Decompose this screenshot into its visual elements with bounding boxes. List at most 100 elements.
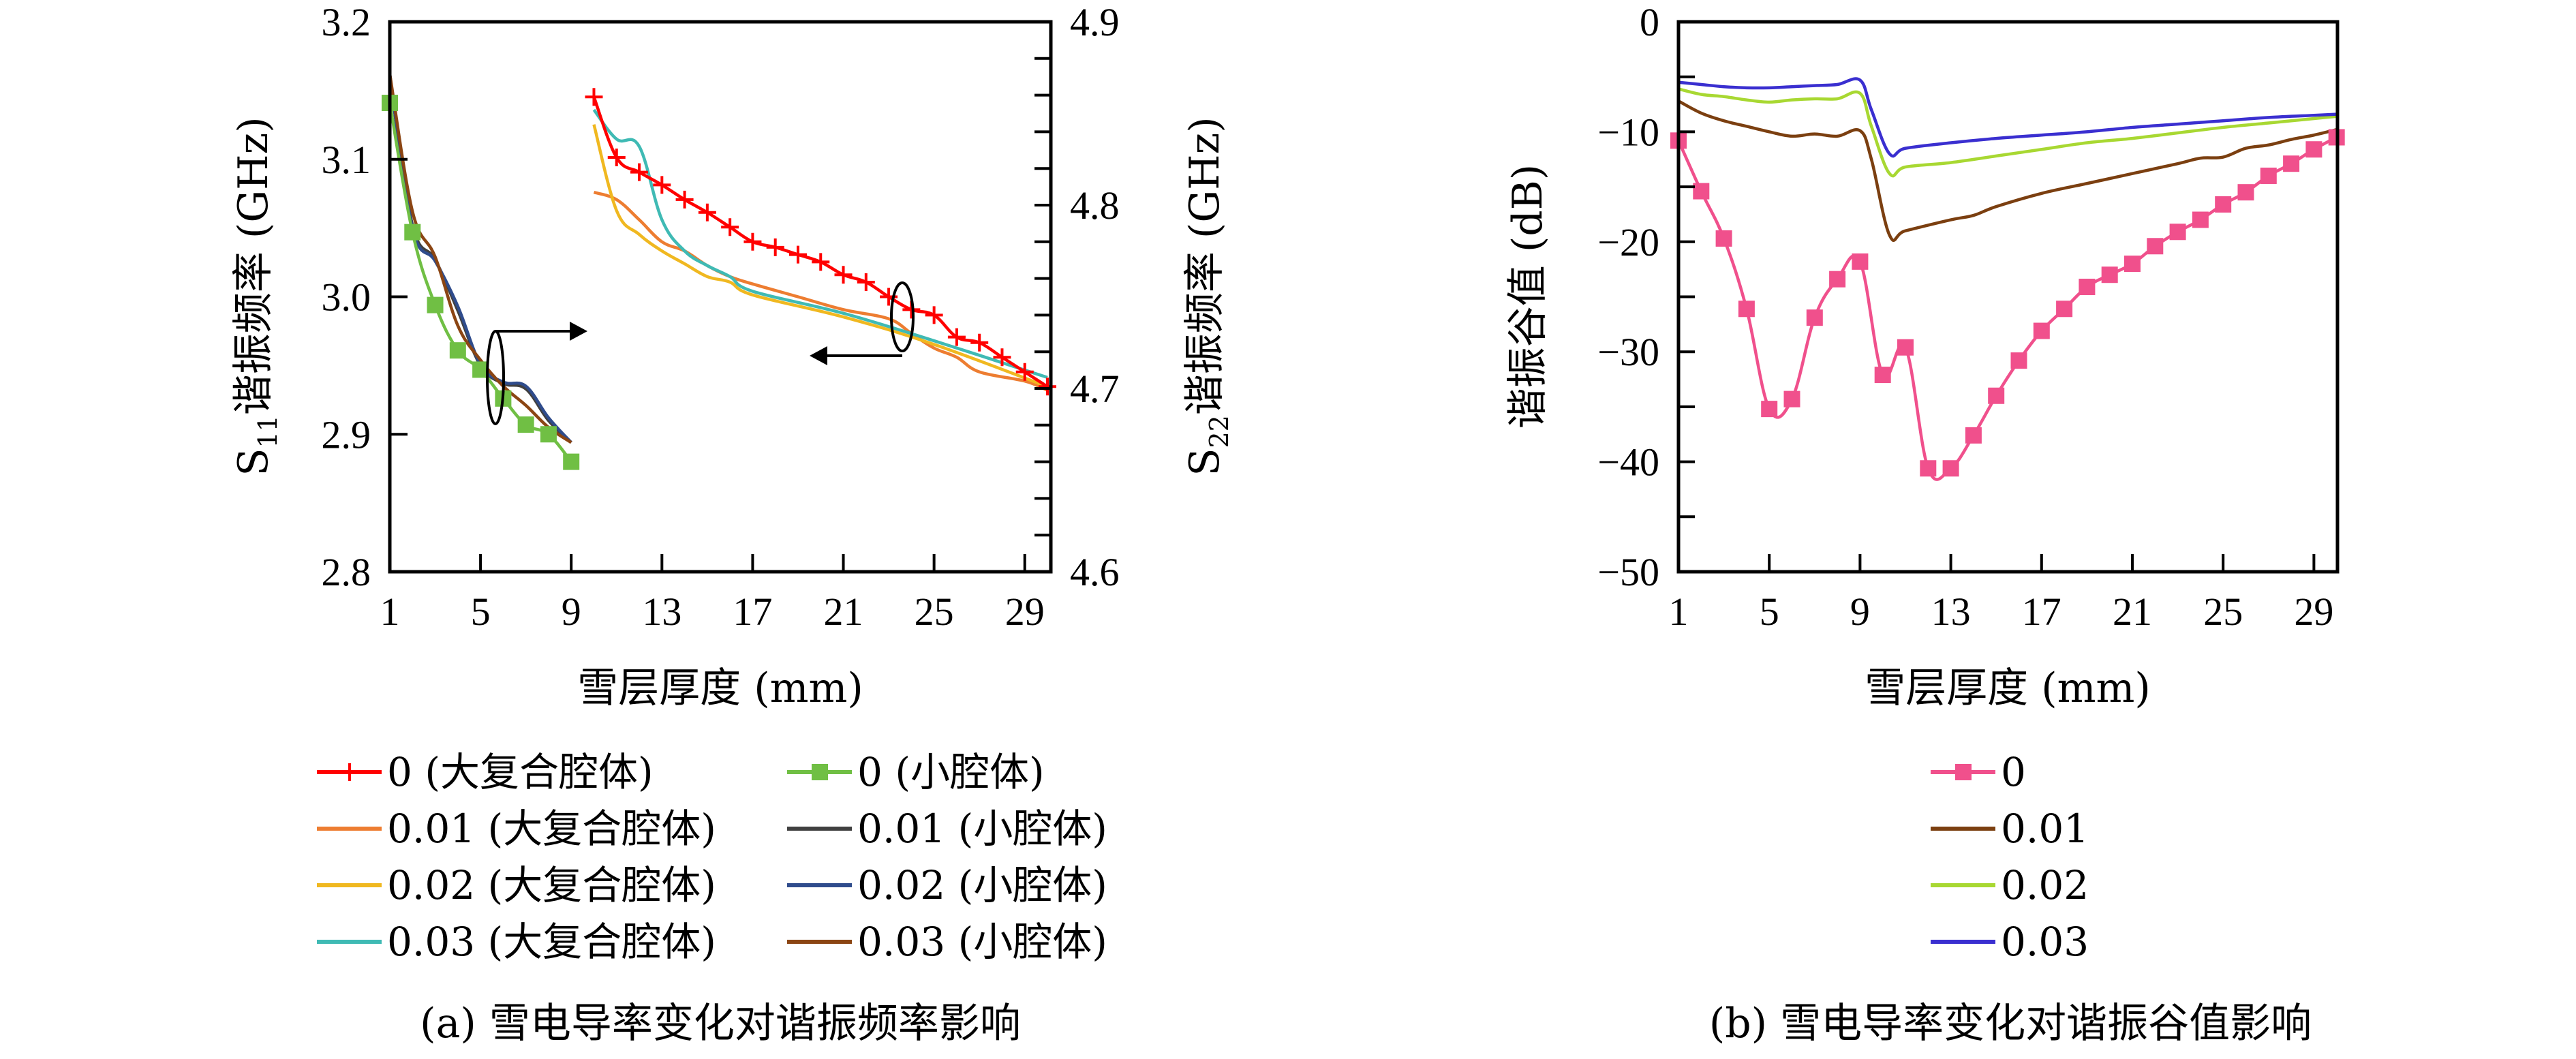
legend-square-marker [1955,764,1972,780]
legend-label: 0 [2001,749,2026,795]
legend-item: 0.01 (大复合腔体) [317,805,716,852]
x-tick-label: 13 [642,589,681,634]
legend-label: 0.01 (小腔体) [857,805,1107,852]
square-marker [1715,230,1732,247]
series-3 [388,76,572,444]
square-marker [2056,301,2073,318]
legend-item: 0 [1931,749,2026,795]
legend-item: 0.02 (大复合腔体) [317,862,716,908]
legend-label: 0.01 (大复合腔体) [387,805,716,852]
series-line [1677,99,2337,242]
x-tick-label: 25 [915,589,954,634]
arrow-left-icon [810,346,827,365]
annotation-ellipse-right [890,281,915,352]
y-left-tick-label: 3.0 [322,275,371,320]
panel-b-ticks: 1 5 9 13 17 21 25 29 −50 −40 −30 −20 −10 0 [1597,0,2333,634]
legend-item: 0 (大复合腔体) [317,749,654,795]
x-tick-label: 9 [562,589,581,634]
square-marker [2147,238,2164,255]
legend-item: 0.02 [1931,862,2089,908]
square-marker [1806,309,1823,326]
square-marker [1829,271,1846,288]
x-tick-label: 17 [2022,589,2061,634]
plus-marker [812,253,830,271]
legend-item: 0.03 (大复合腔体) [317,919,716,965]
series-line [593,191,1048,392]
legend-label: 0.03 (小腔体) [857,919,1107,965]
panel-a-x-axis-label: 雪层厚度 (mm) [577,664,863,712]
plus-marker [1039,378,1057,396]
square-marker [2305,141,2322,158]
x-tick-label: 9 [1850,589,1870,634]
square-marker [2283,155,2300,172]
panel-a-ticks: 1 5 9 13 17 21 25 29 2.8 2.9 3.0 3.1 3.2 4.6 4.7 4.8 4.9 [322,0,1120,634]
x-tick-label: 13 [1931,589,1971,634]
plus-marker [743,232,762,251]
plus-marker [788,245,807,264]
series-line [388,74,572,444]
legend-label: 0 (小腔体) [857,749,1045,795]
series-line [388,102,572,463]
y-tick-label: −20 [1597,220,1659,264]
square-marker [1942,460,1959,477]
square-marker [2215,196,2232,213]
plus-marker [947,328,966,346]
plus-marker [653,176,671,194]
y-tick-label: −40 [1597,440,1659,485]
x-tick-label: 21 [824,589,863,634]
y-tick-label: −30 [1597,330,1659,374]
annotation-large-cavity-arrow [810,281,915,365]
plus-marker [857,273,875,291]
y-left-tick-label: 3.1 [322,138,371,182]
x-tick-label: 5 [1760,589,1779,634]
legend-label: 0.02 (大复合腔体) [387,862,716,908]
square-marker [1783,390,1800,408]
square-marker [1965,427,1982,444]
series-line [1678,87,2337,178]
plus-marker [585,88,603,106]
series-7 [388,74,572,444]
plus-marker [993,348,1011,367]
plus-marker [721,218,739,236]
panel-b-legend: 0 0.01 0.02 0.03 [1931,749,2089,965]
plus-marker [675,190,694,209]
legend-label: 0.01 [2001,805,2089,852]
x-tick-label: 1 [1669,589,1689,634]
square-marker [1897,339,1914,356]
legend-plus-marker [341,763,358,781]
square-marker [563,453,580,470]
annotation-small-cavity-arrow [486,322,587,425]
series-1 [382,95,580,470]
series-3 [1678,77,2337,158]
square-marker [404,224,421,241]
square-marker [1852,253,1869,270]
arrow-right-icon [570,322,587,341]
plus-marker [630,163,649,181]
square-marker [2010,352,2027,369]
x-tick-label: 21 [2113,589,2152,634]
panel-b-x-axis-label: 雪层厚度 (mm) [1865,664,2151,712]
square-marker [2260,167,2277,184]
y-tick-label: −10 [1597,110,1659,154]
square-marker [2124,256,2141,273]
square-marker [2237,184,2254,201]
series-1 [1677,99,2337,242]
panel-b: 1 5 9 13 17 21 25 29−50−40−30−20−100 雪层厚度 (mm) … [1504,0,2345,1047]
legend-item: 0.01 (小腔体) [787,805,1107,852]
y-tick-label: 0 [1640,0,1659,44]
panel-b-series-group [1670,77,2345,481]
square-marker [2101,266,2118,283]
x-tick-label: 29 [2294,589,2333,634]
y-left-tick-label: 2.9 [322,412,371,457]
y-right-tick-label: 4.7 [1070,367,1120,411]
series-line [1678,77,2337,158]
panel-a-plot-frame [388,20,1053,574]
plus-marker [970,333,989,352]
legend-label: 0 (大复合腔体) [387,749,654,795]
legend-label: 0.03 [2001,919,2089,965]
x-tick-label: 17 [733,589,772,634]
series-2 [593,191,1048,392]
legend-square-marker [812,764,828,780]
legend-item: 0.03 (小腔体) [787,919,1107,965]
y-right-tick-label: 4.6 [1070,550,1120,594]
